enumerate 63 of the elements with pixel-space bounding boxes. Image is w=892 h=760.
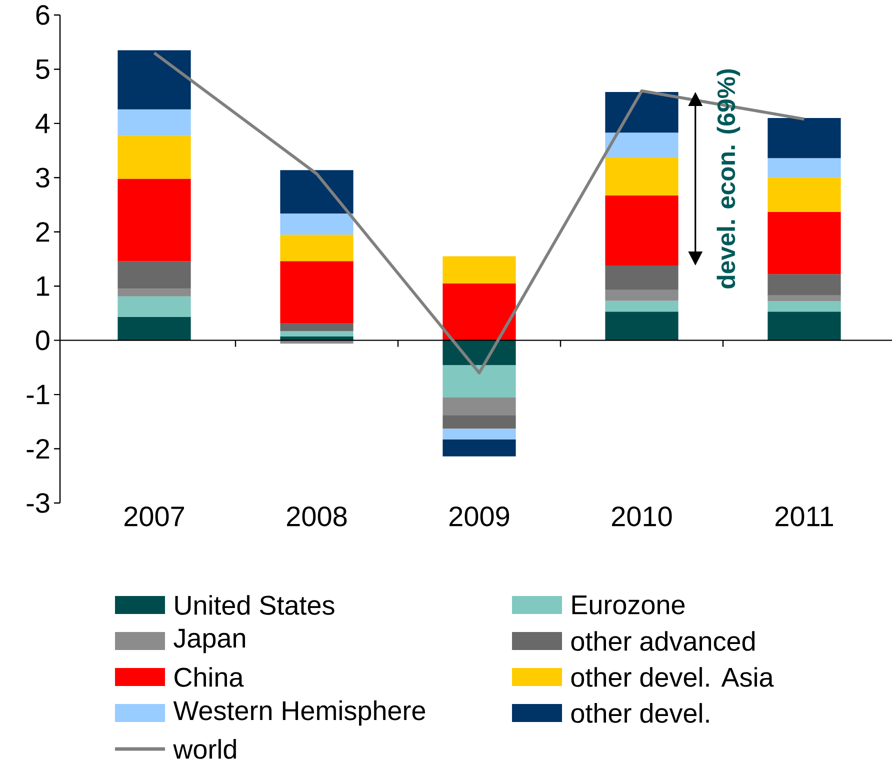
bar xyxy=(605,92,678,133)
y-tick-label: 1 xyxy=(37,276,50,296)
bar xyxy=(442,283,516,340)
bar xyxy=(280,170,354,214)
bar xyxy=(442,440,516,456)
x-tick-label: 2009 xyxy=(450,506,510,526)
x-tick-label: 2010 xyxy=(612,506,672,526)
bar xyxy=(442,397,516,416)
x-tick-label: 2008 xyxy=(287,506,347,526)
bar xyxy=(768,301,841,312)
bar xyxy=(768,212,841,274)
bar xyxy=(118,296,191,318)
bar xyxy=(280,234,354,262)
legend-label: Japan xyxy=(174,628,246,654)
y-tick-label: -1 xyxy=(26,384,50,404)
y-tick-label: 0 xyxy=(36,330,50,350)
bar xyxy=(280,322,354,332)
bar xyxy=(768,177,841,212)
y-tick-label: 3 xyxy=(36,168,50,188)
bar xyxy=(118,178,191,262)
y-tick-label: 6 xyxy=(36,5,50,25)
legend-label: world xyxy=(173,739,236,759)
bar xyxy=(605,196,678,266)
legend-label: other devel. Asia xyxy=(571,667,774,687)
bar xyxy=(280,331,354,337)
bar xyxy=(442,256,516,284)
legend-label: other devel. xyxy=(571,703,709,723)
bar xyxy=(768,118,841,158)
bar xyxy=(605,132,678,158)
bar xyxy=(442,415,516,429)
y-tick-label: -2 xyxy=(26,439,50,459)
annotation: devel. econ. (69%) xyxy=(716,69,740,288)
legend-label: United States xyxy=(175,595,334,615)
bar xyxy=(280,261,354,323)
legend-label: Eurozone xyxy=(572,596,685,614)
bar xyxy=(605,312,678,340)
bar xyxy=(118,261,191,289)
legend-label: China xyxy=(174,667,244,687)
bar xyxy=(605,157,678,196)
legend-label: Western Hemisphere xyxy=(173,700,426,726)
bar xyxy=(605,265,678,290)
bar xyxy=(118,109,191,136)
bar xyxy=(280,213,354,235)
y-tick-label: -3 xyxy=(26,493,50,513)
bar xyxy=(605,300,678,312)
bar xyxy=(768,312,841,340)
bar xyxy=(118,288,191,296)
bar xyxy=(118,136,191,179)
bar xyxy=(118,50,191,110)
bar xyxy=(442,365,516,398)
bar xyxy=(768,158,841,178)
y-tick-label: 4 xyxy=(36,114,50,134)
bar xyxy=(118,317,191,340)
bar xyxy=(605,290,678,301)
bar xyxy=(768,274,841,296)
line-series xyxy=(152,51,806,374)
bar xyxy=(768,295,841,302)
x-tick-label: 2011 xyxy=(776,506,833,526)
x-tick-label: 2007 xyxy=(124,506,184,526)
bar xyxy=(442,428,516,440)
legend-label: other advanced xyxy=(571,631,755,651)
y-tick-label: 5 xyxy=(36,59,50,79)
y-tick-label: 2 xyxy=(36,222,50,242)
